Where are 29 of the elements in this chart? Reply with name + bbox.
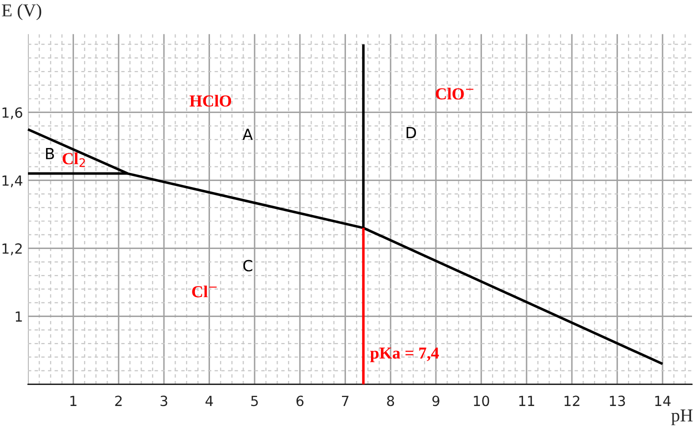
x-tick-label: 10 [474, 396, 490, 406]
x-tick-label: 11 [519, 396, 534, 406]
x-axis-title: pH [671, 410, 693, 426]
x-tick-label: 2 [115, 396, 122, 406]
y-tick-label: 1,4 [2, 175, 22, 188]
annotation: HClO [190, 94, 232, 107]
x-tick-label: 4 [206, 396, 213, 406]
y-tick-label: 1,2 [2, 243, 22, 256]
annotation: pKa = 7,4 [370, 348, 439, 362]
x-tick-label: 1 [70, 396, 76, 406]
y-tick-label: 1,6 [2, 107, 22, 120]
annotation: C [243, 260, 252, 272]
x-tick-label: 9 [432, 396, 440, 406]
annotation: Cl$^{−}$ [192, 286, 217, 298]
x-tick-label: 13 [610, 396, 625, 406]
x-tick-label: 3 [160, 396, 168, 406]
y-tick-label: 1 [16, 311, 22, 322]
y-axis-title: E (V) [2, 4, 42, 20]
x-tick-label: 14 [655, 396, 671, 406]
annotation: ClO$^{−}$ [436, 88, 474, 100]
x-tick-label: 6 [296, 396, 304, 406]
x-tick-label: 12 [564, 396, 580, 406]
annotation: Cl$_{2}$ [62, 152, 85, 167]
annotation: A [242, 128, 253, 140]
x-tick-label: 8 [387, 396, 394, 406]
annotation: B [46, 148, 54, 160]
x-tick-label: 5 [251, 396, 258, 406]
annotation: D [406, 127, 416, 138]
x-tick-label: 7 [342, 396, 348, 406]
